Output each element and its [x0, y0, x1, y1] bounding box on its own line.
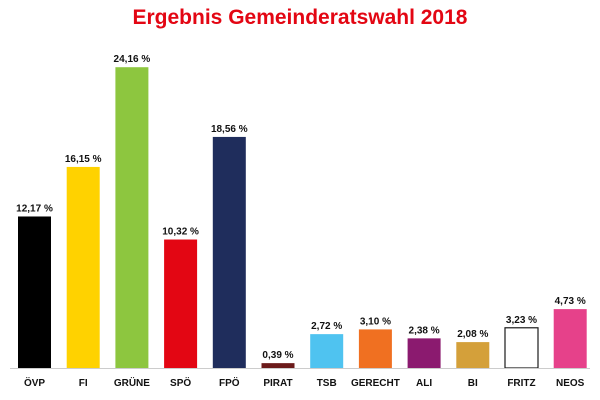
value-label-fi: 16,15 %	[65, 154, 102, 165]
bar-fpoe	[212, 136, 246, 368]
value-label-ali: 2,38 %	[409, 325, 440, 336]
bar-ali	[407, 338, 441, 368]
bar-bi	[456, 342, 490, 368]
value-label-gerecht: 3,10 %	[360, 316, 391, 327]
value-label-tsb: 2,72 %	[311, 321, 342, 332]
value-label-pirat: 0,39 %	[262, 350, 293, 361]
value-label-fritz: 3,23 %	[506, 315, 537, 326]
value-label-fpoe: 18,56 %	[211, 124, 248, 135]
category-labels-group: ÖVP FI GRÜNE SPÖ FPÖ PIRAT TSB GERECHT ALI BI FRIT…	[24, 376, 585, 389]
bar-fritz	[504, 327, 539, 369]
category-label-oevp: ÖVP	[24, 376, 45, 389]
value-label-neos: 4,73 %	[555, 296, 586, 307]
chart-title: Ergebnis Gemeinderatswahl 2018	[132, 6, 468, 29]
bar-gruene	[115, 67, 149, 368]
category-label-gerecht: GERECHT	[351, 378, 400, 389]
category-label-bi: BI	[468, 378, 478, 389]
category-label-gruene: GRÜNE	[114, 376, 150, 389]
category-label-neos: NEOS	[556, 378, 585, 389]
bar-tsb	[310, 334, 344, 368]
value-label-oevp: 12,17 %	[16, 203, 53, 214]
category-label-fi: FI	[79, 378, 88, 389]
category-label-fritz: FRITZ	[507, 378, 535, 389]
category-label-fpoe: FPÖ	[219, 376, 240, 389]
category-label-pirat: PIRAT	[263, 378, 292, 389]
category-label-ali: ALI	[416, 378, 432, 389]
bar-fi	[66, 166, 100, 368]
bar-neos	[553, 309, 587, 368]
bar-pirat	[261, 363, 295, 368]
value-label-gruene: 24,16 %	[114, 54, 151, 65]
bar-oevp	[18, 216, 51, 368]
bar-gerecht	[358, 329, 392, 368]
category-label-tsb: TSB	[317, 378, 337, 389]
bar-spoe	[164, 239, 198, 368]
bars-group	[18, 67, 587, 369]
category-label-spoe: SPÖ	[170, 376, 191, 389]
value-label-spoe: 10,32 %	[162, 227, 199, 238]
value-label-bi: 2,08 %	[457, 329, 488, 340]
value-labels-group: 12,17 % 16,15 % 24,16 % 10,32 % 18,56 % 0,39 …	[16, 54, 586, 361]
